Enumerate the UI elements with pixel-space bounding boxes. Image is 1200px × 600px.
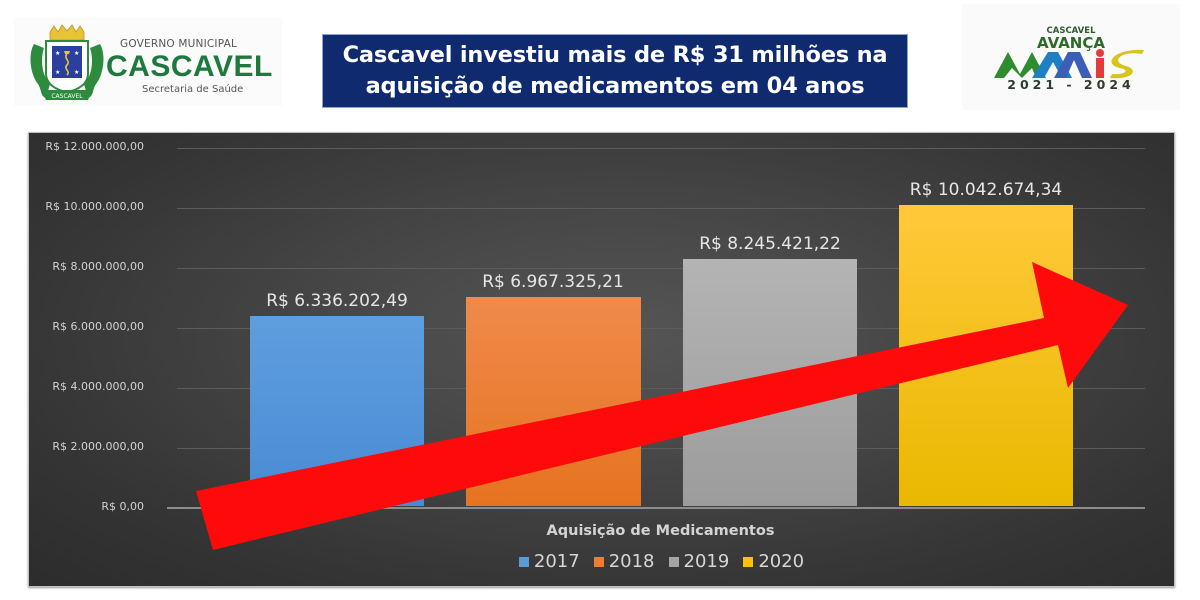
svg-text:★: ★ xyxy=(55,50,60,57)
svg-text:★: ★ xyxy=(74,50,79,57)
gridline-12m xyxy=(177,148,1145,149)
bar-2020 xyxy=(899,205,1073,506)
cascavel-government-logo: ★ ★ ★ ★ CASCAVEL GOVERNO MUNICIPAL CASCA… xyxy=(14,18,282,106)
chart-legend: 2017 2018 2019 2020 xyxy=(29,551,1174,572)
x-axis-title: Aquisição de Medicamentos xyxy=(546,523,775,539)
y-tick-10m: R$ 10.000.000,00 xyxy=(45,200,144,213)
city-crest-icon: ★ ★ ★ ★ CASCAVEL xyxy=(30,24,104,100)
y-tick-4m: R$ 4.000.000,00 xyxy=(52,380,144,393)
x-axis-line xyxy=(167,507,1145,509)
legend-item-2020: 2020 xyxy=(743,551,804,572)
legend-label-2017: 2017 xyxy=(533,551,580,572)
logo-avanca-text: AVANÇA xyxy=(1037,34,1105,52)
government-line: GOVERNO MUNICIPAL xyxy=(120,38,238,50)
legend-swatch-2018 xyxy=(593,556,604,567)
data-label-2018: R$ 6.967.325,21 xyxy=(482,272,624,292)
bar-2018 xyxy=(466,297,641,506)
city-name: CASCAVEL xyxy=(106,50,273,83)
legend-label-2019: 2019 xyxy=(683,551,730,572)
page-title-line-2: aquisição de medicamentos em 04 anos xyxy=(365,73,865,99)
y-tick-6m: R$ 6.000.000,00 xyxy=(52,320,144,333)
bar-chart: R$ 12.000.000,00 R$ 10.000.000,00 R$ 8.0… xyxy=(28,132,1175,587)
svg-text:★: ★ xyxy=(74,69,79,76)
legend-swatch-2019 xyxy=(668,556,679,567)
bar-2017 xyxy=(250,316,424,506)
y-tick-2m: R$ 2.000.000,00 xyxy=(52,440,144,453)
logo-years: 2021 - 2024 xyxy=(1007,77,1135,92)
y-tick-0: R$ 0,00 xyxy=(101,500,144,513)
data-label-2017: R$ 6.336.202,49 xyxy=(266,291,408,311)
legend-item-2019: 2019 xyxy=(668,551,730,572)
svg-text:CASCAVEL: CASCAVEL xyxy=(51,93,83,100)
legend-swatch-2020 xyxy=(743,556,754,567)
page-title-line-1: Cascavel investiu mais de R$ 31 milhões … xyxy=(342,42,888,68)
y-tick-12m: R$ 12.000.000,00 xyxy=(45,140,144,153)
bar-2019 xyxy=(683,259,857,506)
gridline-10m xyxy=(177,208,1145,209)
legend-item-2018: 2018 xyxy=(593,551,655,572)
legend-swatch-2017 xyxy=(518,556,529,567)
logo-small-text: CASCAVEL xyxy=(1046,26,1096,36)
legend-label-2018: 2018 xyxy=(608,551,655,572)
legend-label-2020: 2020 xyxy=(758,551,805,572)
data-label-2020: R$ 10.042.674,34 xyxy=(909,180,1063,200)
data-label-2019: R$ 8.245.421,22 xyxy=(699,234,841,254)
cascavel-avanca-mais-logo: CASCAVEL AVANÇA 2021 - 2024 xyxy=(962,4,1180,110)
legend-item-2017: 2017 xyxy=(518,551,580,572)
svg-text:★: ★ xyxy=(55,69,60,76)
page-title-banner: Cascavel investiu mais de R$ 31 milhões … xyxy=(322,34,908,108)
mais-wordmark-icon xyxy=(994,49,1144,79)
y-tick-8m: R$ 8.000.000,00 xyxy=(52,260,144,273)
department-name: Secretaria de Saúde xyxy=(142,84,244,95)
